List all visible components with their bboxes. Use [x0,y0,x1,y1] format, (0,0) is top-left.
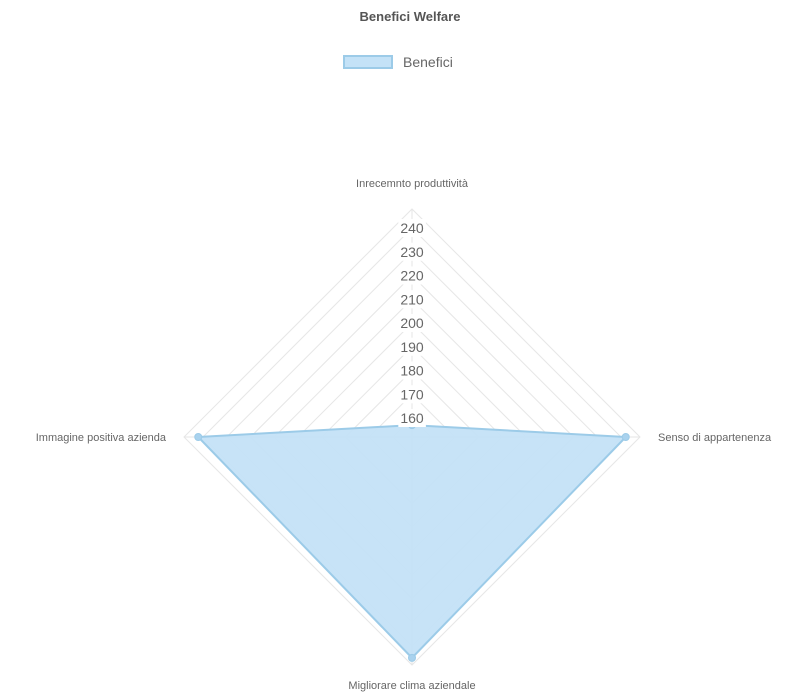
tick-label: 200 [400,315,424,331]
category-label: Inrecemnto produttività [356,178,469,190]
tick-label-backdrop [398,219,426,237]
category-label: Senso di appartenenza [658,432,772,444]
data-point[interactable] [194,433,203,441]
tick-label: 230 [400,244,424,260]
tick-label: 190 [400,339,424,355]
tick-label: 180 [400,363,424,379]
data-point[interactable] [408,653,416,662]
data-point[interactable] [621,433,630,441]
category-label: Migliorare clima aziendale [348,680,475,692]
tick-label-backdrop [398,242,426,261]
legend-label: Benefici [403,54,453,70]
legend[interactable]: Benefici [343,52,453,72]
tick-label-backdrop [398,337,426,356]
tick-label-backdrop [398,361,426,380]
tick-label: 210 [400,291,424,307]
tick-label-backdrop [398,266,426,285]
tick-label-backdrop [398,385,426,404]
series-area [197,424,627,659]
chart-title: Benefici Welfare [359,9,461,24]
radar-ticks: 160 170 180 190 200 210 220 230 240 [398,219,426,427]
tick-label-backdrop [398,314,426,332]
tick-label: 160 [400,410,424,426]
tick-label: 220 [400,268,424,284]
tick-label: 240 [400,220,424,236]
radar-data [194,421,630,662]
tick-label-backdrop [398,290,426,309]
radar-category-labels: Inrecemnto produttività Senso di apparten… [36,178,772,692]
tick-label-backdrop [398,409,426,427]
category-label: Immagine positiva azienda [36,432,167,444]
legend-swatch [343,55,393,69]
tick-label: 170 [400,386,424,402]
